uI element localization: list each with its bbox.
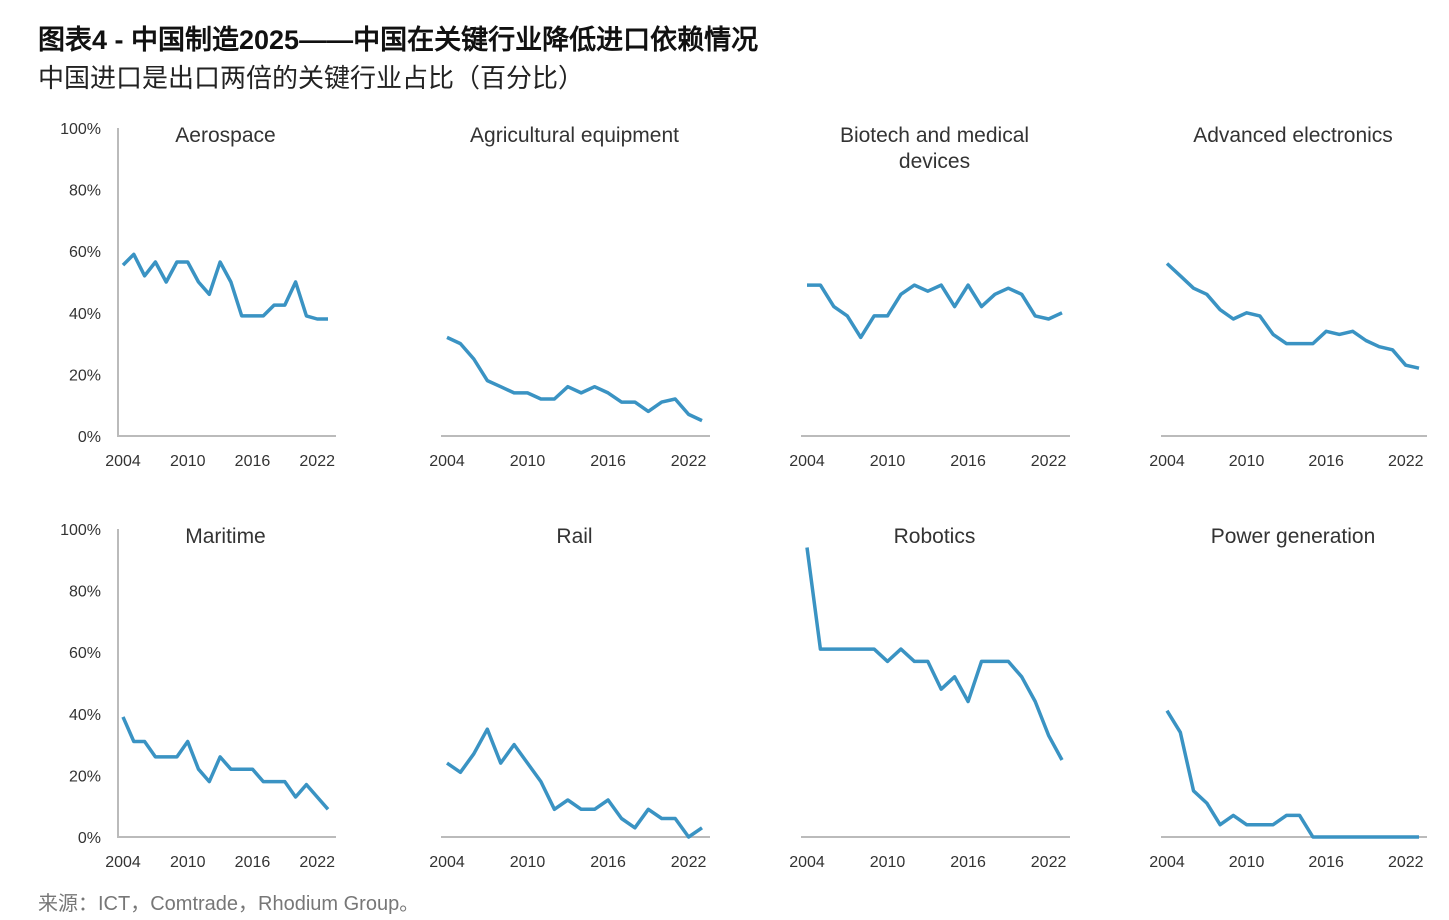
- y-tick-label: 100%: [60, 522, 101, 539]
- x-tick-label: 2016: [1308, 453, 1344, 470]
- panel-title: Power generation: [1210, 525, 1376, 548]
- x-tick-label: 2004: [105, 453, 141, 470]
- x-tick-label: 2004: [789, 854, 825, 871]
- y-tick-label: 60%: [69, 645, 101, 662]
- data-line: [1165, 709, 1419, 839]
- source-note: 来源：ICT，Comtrade，Rhodium Group。: [38, 893, 420, 915]
- panel-title: Aerospace: [175, 124, 276, 147]
- x-tick-label: 2004: [105, 854, 141, 871]
- data-line: [446, 335, 703, 423]
- y-tick-label: 60%: [69, 244, 101, 261]
- x-tick-label: 2016: [590, 453, 626, 470]
- x-tick-label: 2022: [299, 854, 335, 871]
- y-tick-label: 80%: [69, 584, 101, 601]
- y-tick-label: 40%: [69, 707, 101, 724]
- data-line: [446, 727, 703, 839]
- y-tick-label: 40%: [69, 306, 101, 323]
- y-tick-label: 0%: [78, 429, 101, 446]
- panel-title: Biotech and medical devices: [839, 124, 1030, 173]
- panel-title: Advanced electronics: [1193, 124, 1393, 147]
- data-line: [1165, 262, 1420, 370]
- x-tick-label: 2016: [950, 854, 986, 871]
- y-tick-label: 0%: [78, 830, 101, 847]
- x-tick-label: 2016: [235, 854, 271, 871]
- panel-title: Robotics: [893, 525, 976, 548]
- x-tick-label: 2022: [671, 854, 707, 871]
- x-tick-label: 2010: [1229, 854, 1265, 871]
- x-tick-label: 2004: [1149, 453, 1185, 470]
- x-tick-label: 2022: [1388, 453, 1424, 470]
- x-tick-label: 2022: [1031, 854, 1067, 871]
- x-tick-label: 2022: [1031, 453, 1067, 470]
- x-tick-label: 2004: [789, 453, 825, 470]
- y-tick-label: 20%: [69, 367, 101, 384]
- x-tick-label: 2016: [1308, 854, 1344, 871]
- y-tick-label: 80%: [69, 183, 101, 200]
- x-tick-label: 2010: [1229, 453, 1265, 470]
- y-tick-label: 20%: [69, 768, 101, 785]
- panel-title: Rail: [556, 525, 593, 548]
- x-tick-label: 2016: [950, 453, 986, 470]
- page-subtitle: 中国进口是出口两倍的关键行业占比（百分比）: [38, 63, 585, 93]
- x-tick-label: 2010: [510, 453, 546, 470]
- page-title: 图表4 - 中国制造2025——中国在关键行业降低进口依赖情况: [38, 25, 759, 55]
- x-tick-label: 2022: [299, 453, 335, 470]
- x-tick-label: 2016: [590, 854, 626, 871]
- x-tick-label: 2010: [170, 854, 206, 871]
- data-line: [121, 252, 328, 321]
- data-line: [121, 716, 330, 811]
- x-tick-label: 2010: [510, 854, 546, 871]
- x-tick-label: 2010: [870, 854, 906, 871]
- x-tick-label: 2004: [429, 453, 465, 470]
- x-tick-label: 2010: [870, 453, 906, 470]
- y-tick-label: 100%: [60, 121, 101, 138]
- x-tick-label: 2016: [235, 453, 271, 470]
- x-tick-label: 2022: [671, 453, 707, 470]
- data-line: [807, 283, 1063, 340]
- panel-title: Maritime: [185, 525, 266, 548]
- x-tick-label: 2004: [429, 854, 465, 871]
- x-tick-label: 2010: [170, 453, 206, 470]
- data-line: [805, 547, 1064, 761]
- panel-title: Agricultural equipment: [470, 124, 679, 147]
- x-tick-label: 2004: [1149, 854, 1185, 871]
- x-tick-label: 2022: [1388, 854, 1424, 871]
